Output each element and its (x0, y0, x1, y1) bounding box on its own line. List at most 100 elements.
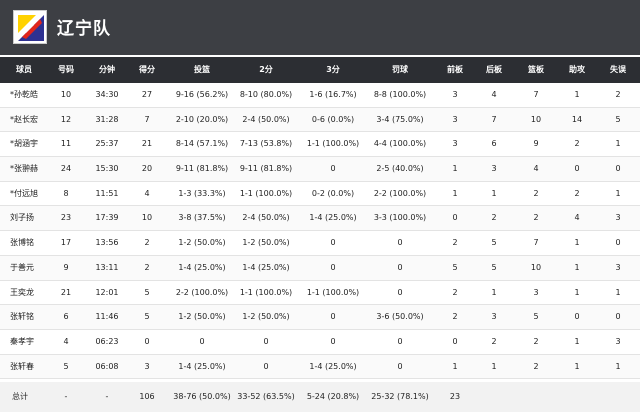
table-row[interactable]: *胡涵宇 11 25:37 21 8-14 (57.1%) 7-13 (53.8%) 1-1… (0, 132, 640, 158)
table-row[interactable]: 张轩春 5 06:08 3 1-4 (25.0%) 0 1-4 (25.0%) 0 1 1 2 1 1 (0, 354, 640, 380)
cell-ast: 1 (574, 238, 580, 248)
column-header-minutes[interactable]: 分钟 (99, 65, 115, 74)
cell-ast: 1 (574, 262, 580, 272)
column-header-fg[interactable]: 投篮 (194, 65, 210, 74)
cell-fg: 0 (199, 336, 205, 346)
column-header-oreb[interactable]: 前板 (447, 65, 463, 74)
player-stats-table: *孙乾皓 10 34:30 27 9-16 (56.2%) 8-10 (80.0%) 1-6… (0, 83, 640, 380)
total-three: 5-24 (20.8%) (306, 392, 360, 401)
cell-minutes: 15:30 (95, 164, 119, 174)
cell-dreb: 7 (491, 114, 497, 124)
cell-three: 1-1 (100.0%) (306, 139, 360, 149)
cell-tov: 3 (615, 262, 621, 272)
cell-points: 3 (144, 361, 150, 371)
cell-two: 1-1 (100.0%) (239, 287, 293, 297)
cell-player[interactable]: 张轩春 (10, 361, 34, 371)
cell-player[interactable]: *胡涵宇 (10, 139, 38, 149)
table-row[interactable]: *张翀赫 24 15:30 20 9-11 (81.8%) 9-11 (81.8%) 0 2-… (0, 157, 640, 182)
cell-two: 1-2 (50.0%) (242, 312, 290, 322)
cell-dreb: 3 (491, 164, 497, 174)
column-header-ft[interactable]: 罚球 (392, 65, 408, 74)
cell-three: 0 (330, 312, 336, 322)
cell-ast: 2 (574, 139, 580, 149)
cell-dreb: 3 (491, 312, 497, 322)
column-header-dreb[interactable]: 后板 (486, 65, 502, 74)
cell-minutes: 17:39 (95, 213, 119, 223)
table-row[interactable]: *孙乾皓 10 34:30 27 9-16 (56.2%) 8-10 (80.0%) 1-6… (0, 83, 640, 108)
cell-player[interactable]: 张轩铭 (10, 312, 34, 322)
table-row[interactable]: *付远旭 8 11:51 4 1-3 (33.3%) 1-1 (100.0%) 0-2 (0… (0, 181, 640, 207)
table-row[interactable]: 秦孝宇 4 06:23 0 0 0 0 0 0 2 2 1 3 (0, 329, 640, 355)
cell-two: 7-13 (53.8%) (239, 139, 293, 149)
cell-points: 2 (144, 238, 150, 248)
cell-minutes: 12:01 (95, 287, 119, 297)
table-row[interactable]: 张轩铭 6 11:46 5 1-2 (50.0%) 1-2 (50.0%) 0 3-6 (50… (0, 305, 640, 330)
cell-ast: 1 (574, 336, 580, 346)
cell-three: 0 (330, 262, 336, 272)
cell-player[interactable]: *张翀赫 (10, 164, 38, 174)
cell-fg: 2-10 (20.0%) (175, 114, 229, 124)
table-row[interactable]: 于善元 9 13:11 2 1-4 (25.0%) 1-4 (25.0%) 0 0 5 5 10 1 3 (0, 255, 640, 281)
cell-two: 0 (263, 336, 269, 346)
cell-reb: 10 (530, 114, 542, 124)
cell-player[interactable]: *付远旭 (10, 188, 38, 198)
cell-oreb: 3 (452, 139, 458, 149)
cell-player[interactable]: 刘子扬 (10, 213, 34, 223)
cell-two: 1-4 (25.0%) (242, 262, 290, 272)
total-ft: 25-32 (78.1%) (371, 392, 429, 401)
cell-minutes: 13:11 (95, 262, 119, 272)
table-row[interactable]: *赵长宏 12 31:28 7 2-10 (20.0%) 2-4 (50.0%) 0-6 (… (0, 107, 640, 133)
cell-ft: 8-8 (100.0%) (373, 90, 427, 99)
cell-player[interactable]: 于善元 (10, 262, 34, 272)
cell-dreb: 2 (491, 213, 497, 223)
cell-minutes: 11:46 (95, 312, 119, 322)
cell-ft: 0 (397, 287, 403, 297)
column-header-player[interactable]: 球员 (16, 65, 32, 74)
cell-player[interactable]: 王奕龙 (10, 287, 34, 297)
cell-ast: 1 (574, 287, 580, 297)
cell-dreb: 1 (491, 287, 497, 297)
cell-number: 12 (60, 114, 72, 124)
cell-dreb: 6 (491, 139, 497, 149)
column-header-ast[interactable]: 助攻 (569, 65, 585, 74)
total-player: 总计 (12, 392, 28, 401)
cell-points: 5 (144, 287, 150, 297)
column-header-reb[interactable]: 篮板 (528, 65, 544, 74)
cell-reb: 2 (533, 213, 539, 223)
cell-oreb: 5 (452, 262, 458, 272)
column-header-two[interactable]: 2分 (259, 65, 273, 74)
cell-points: 20 (141, 164, 153, 174)
cell-points: 21 (141, 139, 153, 149)
team-header: 辽宁队 (0, 0, 640, 55)
cell-fg: 1-4 (25.0%) (178, 361, 226, 371)
cell-player[interactable]: 秦孝宇 (10, 336, 34, 346)
cell-fg: 9-16 (56.2%) (175, 90, 229, 99)
cell-reb: 7 (533, 90, 539, 99)
table-row[interactable]: 张博铭 17 13:56 2 1-2 (50.0%) 1-2 (50.0%) 0 0 2 5 7 1 0 (0, 231, 640, 256)
cell-oreb: 1 (452, 361, 458, 371)
cell-ft: 2-5 (40.0%) (376, 164, 424, 174)
table-row[interactable]: 刘子扬 23 17:39 10 3-8 (37.5%) 2-4 (50.0%) 1-4 (2… (0, 206, 640, 232)
cell-points: 0 (144, 336, 150, 346)
table-row[interactable]: 王奕龙 21 12:01 5 2-2 (100.0%) 1-1 (100.0%) 1-1 (… (0, 280, 640, 306)
cell-player[interactable]: *孙乾皓 (10, 90, 38, 99)
cell-ft: 4-4 (100.0%) (373, 139, 427, 149)
cell-player[interactable]: 张博铭 (10, 238, 34, 248)
column-header-points[interactable]: 得分 (139, 65, 155, 74)
team-logo (13, 10, 47, 44)
team-name: 辽宁队 (57, 19, 111, 39)
column-header-three[interactable]: 3分 (326, 65, 340, 74)
cell-oreb: 0 (452, 213, 458, 223)
cell-reb: 3 (533, 287, 539, 297)
total-two: 33-52 (63.5%) (237, 392, 295, 401)
cell-ast: 1 (574, 361, 580, 371)
cell-dreb: 5 (491, 238, 497, 248)
cell-ft: 2-2 (100.0%) (373, 188, 427, 198)
cell-three: 1-1 (100.0%) (306, 287, 360, 297)
cell-reb: 2 (533, 361, 539, 371)
totals-row: 总计 - - 106 38-76 (50.0%) 33-52 (63.5%) 5-24 (2… (0, 382, 640, 412)
cell-player[interactable]: *赵长宏 (10, 114, 38, 124)
column-header-tov[interactable]: 失误 (610, 65, 626, 74)
cell-oreb: 2 (452, 312, 458, 322)
column-header-number[interactable]: 号码 (58, 65, 74, 74)
